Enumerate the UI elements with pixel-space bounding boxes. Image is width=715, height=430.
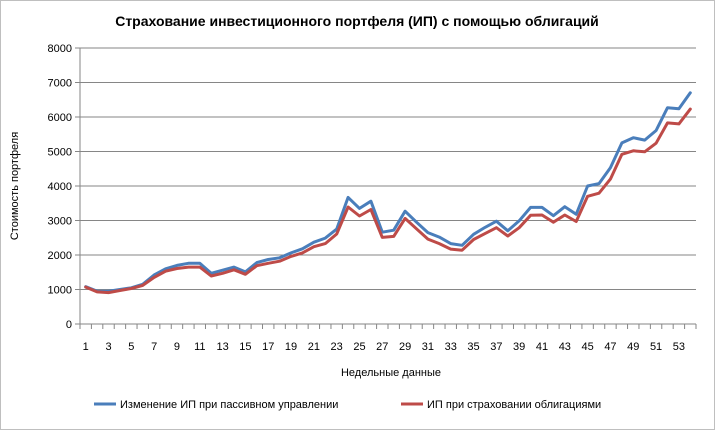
y-tick-label: 7000 bbox=[48, 78, 72, 90]
x-tick-label: 51 bbox=[650, 341, 662, 353]
x-tick-label: 39 bbox=[513, 341, 525, 353]
x-tick-label: 19 bbox=[285, 341, 297, 353]
x-tick-label: 43 bbox=[559, 341, 571, 353]
y-tick-label: 3000 bbox=[48, 216, 72, 228]
y-tick-label: 6000 bbox=[48, 112, 72, 124]
x-tick-label: 11 bbox=[194, 341, 205, 353]
y-axis-title: Стоимость портфеля bbox=[9, 132, 21, 240]
y-tick-label: 0 bbox=[66, 319, 72, 331]
x-tick-label: 47 bbox=[604, 341, 616, 353]
series-lines bbox=[84, 91, 692, 295]
x-tick-label: 15 bbox=[239, 341, 251, 353]
grid-lines bbox=[80, 47, 696, 290]
series-line-1 bbox=[84, 91, 692, 293]
chart-title: Страхование инвестиционного портфеля (ИП… bbox=[115, 13, 599, 29]
x-tick-label: 35 bbox=[467, 341, 479, 353]
x-tick-label: 45 bbox=[582, 341, 594, 353]
x-tick-label: 9 bbox=[174, 341, 180, 353]
y-tick-label: 2000 bbox=[48, 250, 72, 262]
y-tick-label: 1000 bbox=[48, 285, 72, 297]
x-tick-label: 3 bbox=[105, 341, 111, 353]
x-tick-labels: 1 3 5 7 9 11 13 15 17 19 21 23 25 27 29 31 33 35 37 39 41 43 4… bbox=[83, 341, 685, 353]
x-axis-title: Недельные данные bbox=[341, 367, 441, 379]
x-tick-label: 29 bbox=[399, 341, 411, 353]
legend: Изменение ИП при пассивном управлении ИП … bbox=[94, 399, 601, 411]
y-tick-label: 4000 bbox=[48, 181, 72, 193]
x-tick-label: 1 bbox=[83, 341, 89, 353]
series-line-2 bbox=[84, 107, 692, 295]
x-tick-label: 13 bbox=[216, 341, 228, 353]
legend-label-1: Изменение ИП при пассивном управлении bbox=[120, 399, 338, 411]
x-tick-label: 33 bbox=[445, 341, 457, 353]
y-tick-label: 8000 bbox=[48, 43, 72, 55]
x-tick-label: 21 bbox=[308, 341, 320, 353]
axes bbox=[75, 47, 697, 329]
x-tick-label: 25 bbox=[353, 341, 365, 353]
x-tick-label: 7 bbox=[151, 341, 157, 353]
x-tick-label: 49 bbox=[627, 341, 639, 353]
x-tick-label: 23 bbox=[331, 341, 343, 353]
x-tick-label: 37 bbox=[490, 341, 502, 353]
legend-label-2: ИП при страховании облигациями bbox=[427, 399, 601, 411]
x-tick-label: 17 bbox=[262, 341, 274, 353]
x-tick-label: 27 bbox=[376, 341, 388, 353]
y-tick-label: 5000 bbox=[48, 147, 72, 159]
y-tick-labels: 0 1000 2000 3000 4000 5000 6000 7000 8000 bbox=[48, 43, 72, 331]
x-tick-label: 31 bbox=[422, 341, 434, 353]
x-tick-label: 53 bbox=[673, 341, 685, 353]
x-tick-label: 5 bbox=[128, 341, 134, 353]
x-tick-label: 41 bbox=[536, 341, 548, 353]
